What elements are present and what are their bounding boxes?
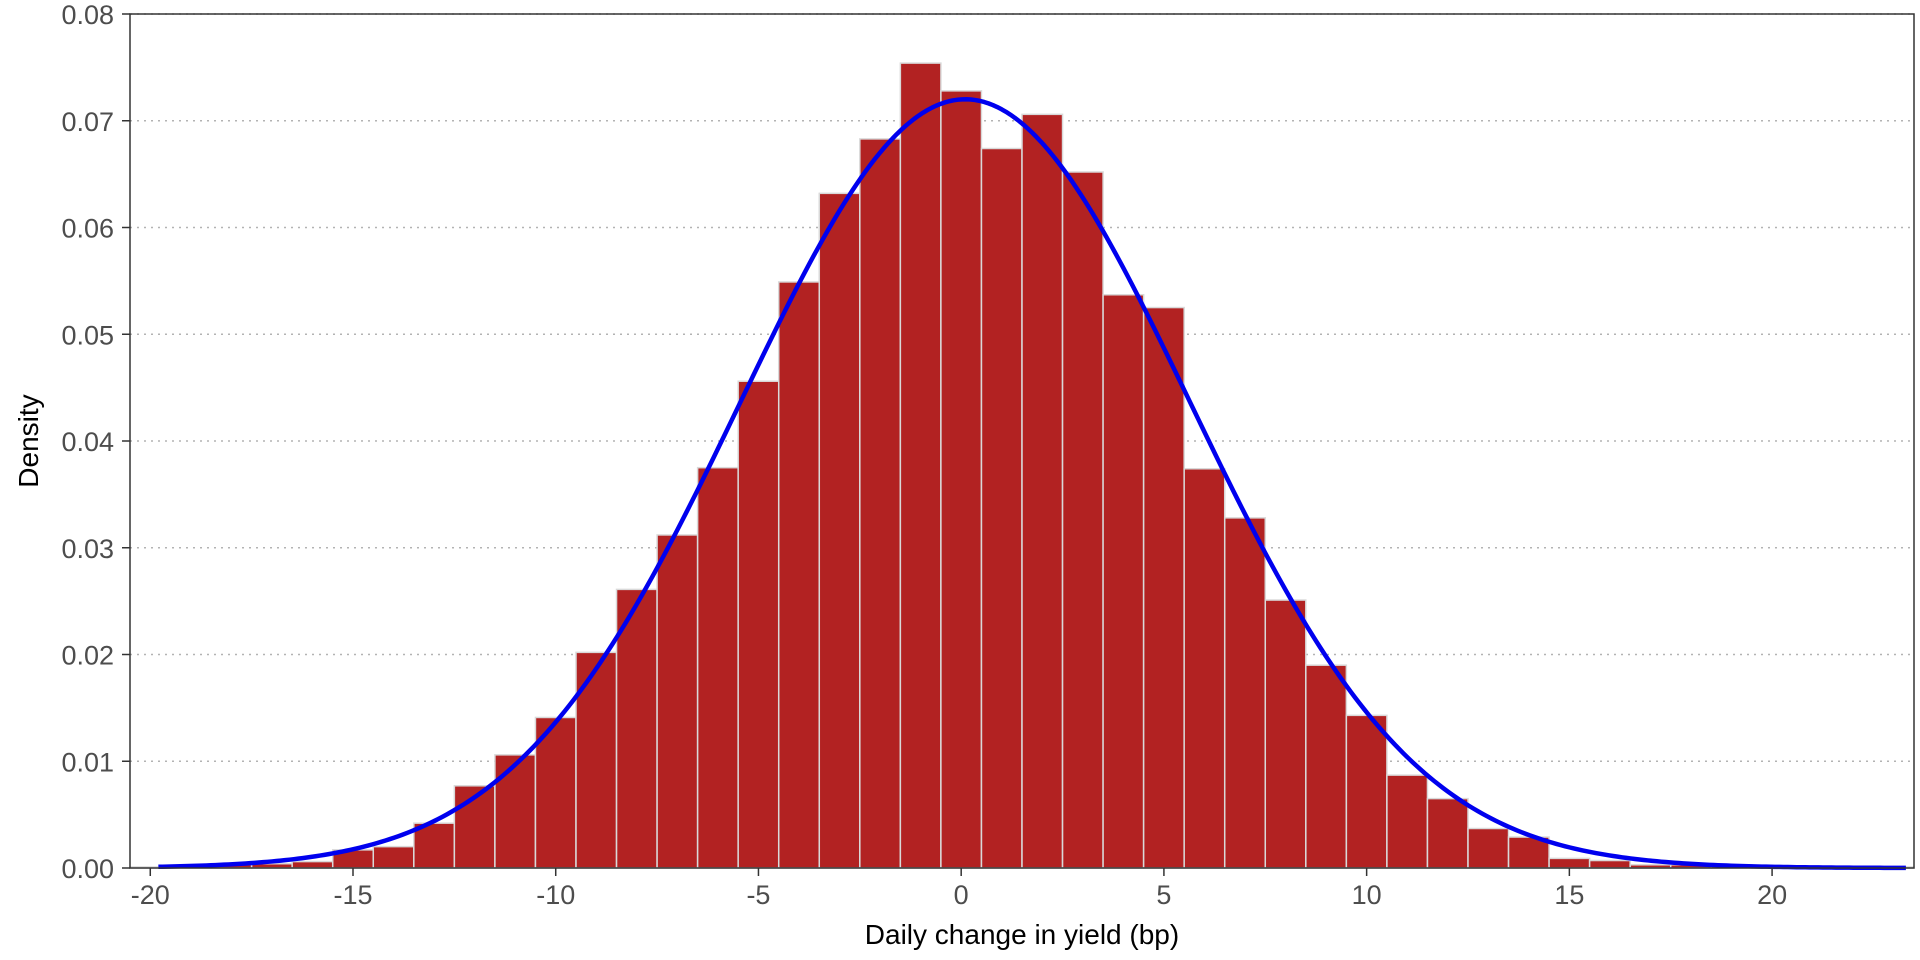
histogram-bar-17 xyxy=(818,192,861,869)
histogram-bar-19 xyxy=(899,62,942,869)
histogram-bar-26 xyxy=(1183,468,1226,869)
y-tick-label-7: 0.07 xyxy=(61,107,114,137)
y-axis: 0.00 0.01 0.02 0.03 0.04 0.05 0.06 0.07 0.08 xyxy=(61,0,130,884)
y-tick-label-1: 0.01 xyxy=(61,747,114,777)
histogram-bar-15 xyxy=(737,380,780,869)
histogram-bar-21 xyxy=(980,147,1023,869)
histogram-bar-16 xyxy=(777,281,821,869)
y-axis-title: Density xyxy=(13,394,44,487)
histogram-bar-33 xyxy=(1467,827,1510,869)
histogram-bar-14 xyxy=(696,466,739,869)
histogram-bar-24 xyxy=(1102,294,1145,869)
histogram-bar-35 xyxy=(1548,857,1591,869)
histogram-bar-9 xyxy=(494,754,537,869)
y-tick-label-6: 0.06 xyxy=(61,214,114,244)
histogram-bar-34 xyxy=(1507,836,1550,869)
histogram-bar-20 xyxy=(940,90,983,869)
y-tick-label-2: 0.02 xyxy=(61,641,114,671)
histogram-bar-4 xyxy=(291,860,334,869)
histogram-bar-29 xyxy=(1305,664,1348,869)
x-tick-label-2: -10 xyxy=(536,880,575,910)
x-tick-label-0: -20 xyxy=(131,880,170,910)
histogram-bar-18 xyxy=(859,138,902,869)
histogram-bar-23 xyxy=(1061,171,1104,869)
x-tick-label-6: 10 xyxy=(1352,880,1382,910)
y-tick-label-3: 0.03 xyxy=(61,534,114,564)
x-tick-label-3: -5 xyxy=(746,880,770,910)
histogram-bar-31 xyxy=(1386,774,1429,869)
histogram-bar-22 xyxy=(1021,113,1064,869)
histogram-bar-30 xyxy=(1345,714,1388,869)
histogram-bar-36 xyxy=(1588,859,1631,869)
y-tick-label-4: 0.04 xyxy=(61,427,114,457)
density-curve xyxy=(158,97,1906,871)
histogram-bar-6 xyxy=(372,845,415,869)
x-tick-label-7: 15 xyxy=(1554,880,1584,910)
histogram-bars xyxy=(129,62,1915,869)
y-tick-label-5: 0.05 xyxy=(61,320,114,350)
histogram-bar-11 xyxy=(575,651,618,869)
y-tick-label-8: 0.08 xyxy=(61,0,114,30)
density-curve-layer xyxy=(158,97,1906,871)
x-axis: -20 -15 -10 -5 0 5 10 15 20 xyxy=(131,868,1787,910)
histogram-bar-27 xyxy=(1223,517,1267,869)
x-tick-label-4: 0 xyxy=(954,880,969,910)
x-tick-label-5: 5 xyxy=(1156,880,1171,910)
histogram-bar-12 xyxy=(615,588,658,869)
histogram-bar-32 xyxy=(1426,797,1469,869)
y-tick-label-0: 0.00 xyxy=(61,854,114,884)
histogram-bar-28 xyxy=(1264,599,1307,869)
histogram-bar-25 xyxy=(1142,306,1185,869)
x-axis-title: Daily change in yield (bp) xyxy=(865,919,1179,950)
histogram-bar-13 xyxy=(656,534,699,869)
x-tick-label-1: -15 xyxy=(333,880,372,910)
x-tick-label-8: 20 xyxy=(1757,880,1787,910)
